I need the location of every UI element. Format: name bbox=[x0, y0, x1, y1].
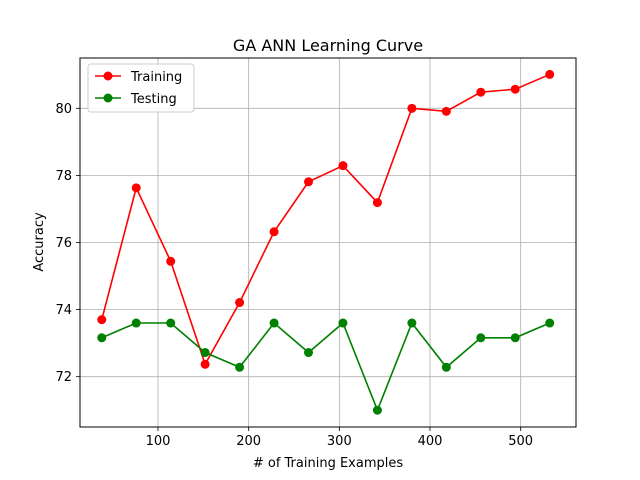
testing-point bbox=[97, 333, 107, 343]
y-axis: 72 74 76 78 80 bbox=[55, 102, 80, 385]
y-tick-label: 72 bbox=[55, 370, 72, 385]
testing-point bbox=[545, 318, 555, 328]
training-point bbox=[407, 103, 417, 113]
training-point bbox=[545, 69, 555, 79]
x-tick-label: 300 bbox=[327, 434, 352, 449]
y-tick-label: 74 bbox=[55, 303, 72, 318]
testing-line bbox=[101, 321, 551, 413]
legend-testing-label: Testing bbox=[130, 92, 177, 107]
legend-training-marker bbox=[103, 71, 113, 81]
series-layer bbox=[97, 69, 555, 415]
testing-point bbox=[510, 333, 520, 343]
testing-point bbox=[407, 318, 417, 328]
training-point bbox=[304, 177, 314, 187]
training-point bbox=[441, 106, 451, 116]
testing-point bbox=[476, 333, 486, 343]
legend-training-label: Training bbox=[130, 70, 182, 85]
testing-point bbox=[269, 318, 279, 328]
testing-series bbox=[97, 318, 555, 415]
x-tick-label: 400 bbox=[418, 434, 443, 449]
testing-point bbox=[235, 362, 245, 372]
y-tick-label: 78 bbox=[55, 169, 72, 184]
training-point bbox=[338, 161, 348, 171]
training-point bbox=[372, 198, 382, 208]
training-point bbox=[131, 183, 141, 193]
training-point bbox=[166, 256, 176, 266]
testing-point bbox=[338, 318, 348, 328]
training-point bbox=[476, 87, 486, 97]
legend-testing-marker bbox=[103, 93, 113, 103]
chart-title: GA ANN Learning Curve bbox=[233, 36, 423, 55]
training-point bbox=[269, 227, 279, 237]
training-point bbox=[200, 359, 210, 369]
y-tick-label: 76 bbox=[55, 236, 72, 251]
training-line bbox=[100, 73, 551, 367]
x-axis: 100 200 300 400 500 bbox=[146, 427, 533, 449]
x-tick-label: 500 bbox=[508, 434, 533, 449]
y-axis-label: Accuracy bbox=[32, 212, 47, 272]
training-series bbox=[97, 69, 555, 369]
testing-point bbox=[372, 405, 382, 415]
x-axis-label: # of Training Examples bbox=[253, 456, 404, 471]
testing-point bbox=[441, 362, 451, 372]
training-point bbox=[510, 84, 520, 94]
testing-point bbox=[200, 348, 210, 358]
training-point bbox=[97, 315, 107, 325]
testing-point bbox=[304, 348, 314, 358]
testing-point bbox=[166, 318, 176, 328]
training-point bbox=[235, 298, 245, 308]
x-tick-label: 200 bbox=[236, 434, 261, 449]
legend: Training Testing bbox=[87, 63, 195, 113]
testing-point bbox=[131, 318, 141, 328]
x-tick-label: 100 bbox=[146, 434, 171, 449]
y-tick-label: 80 bbox=[55, 102, 72, 117]
